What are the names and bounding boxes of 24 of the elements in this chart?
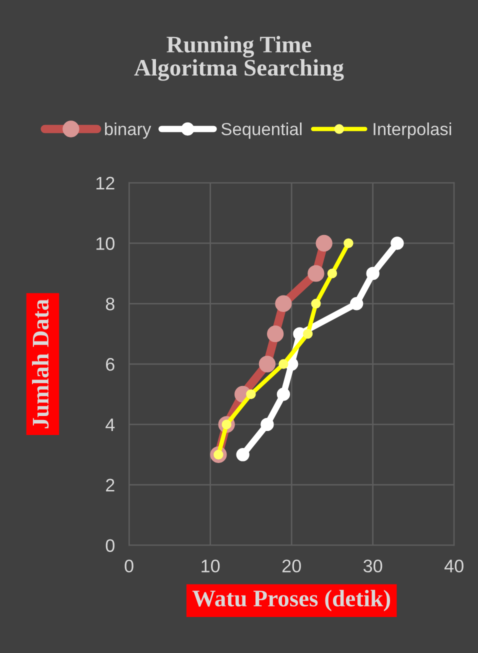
x-tick-label: 30: [363, 560, 382, 572]
x-tick-label: 0: [124, 560, 134, 572]
point: [236, 448, 250, 462]
chart-title: Running Time Algoritma Searching: [134, 36, 344, 81]
y-axis-title: Jumlah Data: [32, 299, 49, 428]
y-tick-label: 8: [106, 298, 114, 310]
y-tick-label: 6: [106, 358, 114, 371]
y-tick-label: 2: [106, 478, 114, 492]
x-tick-label: 40: [444, 560, 464, 572]
legend-label: binary: [105, 122, 152, 139]
y-tick-label: 0: [106, 539, 114, 552]
point: [390, 236, 404, 250]
legend-label: Sequential: [221, 122, 302, 139]
x-tick-label: 20: [282, 560, 301, 572]
y-tick-label: 12: [96, 176, 114, 190]
point: [276, 388, 290, 401]
point: [350, 297, 364, 310]
point: [366, 266, 380, 280]
y-tick-label: 10: [96, 237, 114, 250]
y-tick-label: 4: [106, 418, 115, 431]
point: [260, 418, 274, 432]
legend-label: Interpolasi: [374, 122, 452, 139]
x-tick-label: 10: [202, 560, 220, 572]
x-axis-title: Watu Proses (detik): [192, 590, 390, 612]
